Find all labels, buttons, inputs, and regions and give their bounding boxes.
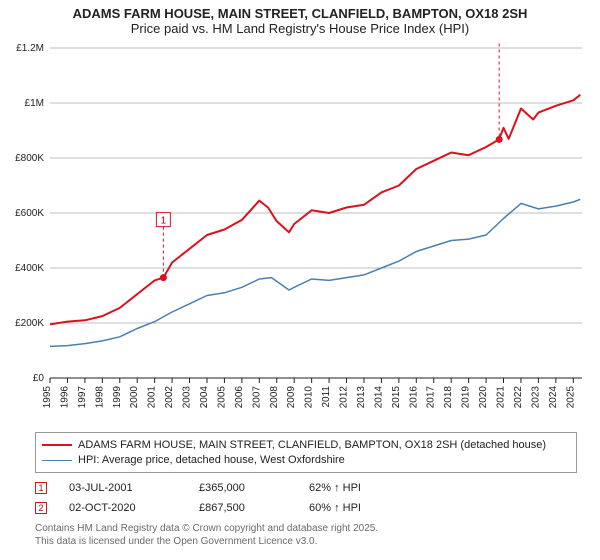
sale-marker-icon: 2	[35, 502, 47, 514]
legend-label: HPI: Average price, detached house, West…	[78, 453, 345, 467]
sales-table: 1 03-JUL-2001£365,00062% ↑ HPI 2 02-OCT-202…	[35, 478, 577, 518]
title-line-2: Price paid vs. HM Land Registry's House …	[0, 21, 600, 36]
sale-price: £365,000	[199, 478, 309, 498]
x-tick-label: 2001	[147, 386, 158, 409]
x-tick-label: 2009	[286, 386, 297, 409]
x-tick-label: 2011	[321, 386, 332, 408]
chart-area: £0 £200K £400K £600K £800K £1M £1.2M 1995 1996 19…	[0, 42, 600, 422]
y-tick-label: £800K	[15, 153, 44, 164]
y-tick-label: £600K	[15, 208, 44, 219]
legend-row: HPI: Average price, detached house, West…	[42, 453, 570, 467]
x-tick-label: 1997	[77, 386, 88, 409]
x-tick-label: 2024	[548, 386, 559, 409]
x-tick-label: 2016	[408, 386, 419, 409]
x-tick-label: 2013	[356, 386, 367, 409]
legend-row: ADAMS FARM HOUSE, MAIN STREET, CLANFIELD…	[42, 438, 570, 452]
sale-date: 02-OCT-2020	[69, 498, 199, 518]
y-tick-label: £1.2M	[16, 43, 44, 54]
series-subject	[50, 95, 580, 325]
footer: Contains HM Land Registry data © Crown c…	[35, 522, 378, 548]
x-tick-label: 2014	[373, 386, 384, 409]
x-tick-label: 1995	[42, 386, 53, 409]
x-tick-label: 2003	[182, 386, 193, 409]
x-tick-label: 2015	[391, 386, 402, 409]
sale-price: £867,500	[199, 498, 309, 518]
x-tick-label: 2008	[269, 386, 280, 409]
legend-swatch	[42, 460, 72, 461]
x-tick-label: 2000	[129, 386, 140, 409]
x-tick-label: 1998	[94, 386, 105, 409]
x-tick-label: 2007	[251, 386, 262, 409]
footer-line-1: Contains HM Land Registry data © Crown c…	[35, 522, 378, 535]
x-tick-label: 2004	[199, 386, 210, 409]
y-tick-label: £400K	[15, 263, 44, 274]
y-tick-label: £1M	[25, 98, 44, 109]
sale-marker-dot	[160, 274, 167, 281]
container: ADAMS FARM HOUSE, MAIN STREET, CLANFIELD…	[0, 0, 600, 560]
sale-row: 2 02-OCT-2020£867,50060% ↑ HPI	[35, 498, 577, 518]
x-tick-label: 1999	[112, 386, 123, 409]
x-tick-label: 2023	[530, 386, 541, 409]
sale-marker-number: 1	[161, 216, 167, 227]
x-tick-label: 2010	[304, 386, 315, 409]
x-tick-label: 2005	[216, 386, 227, 409]
x-tick-label: 2006	[234, 386, 245, 409]
chart-titles: ADAMS FARM HOUSE, MAIN STREET, CLANFIELD…	[0, 6, 600, 36]
footer-line-2: This data is licensed under the Open Gov…	[35, 535, 378, 548]
x-tick-label: 2012	[339, 386, 350, 409]
sale-marker-dot	[496, 136, 503, 143]
x-tick-label: 2002	[164, 386, 175, 409]
y-tick-label: £0	[33, 373, 45, 384]
x-tick-label: 1996	[59, 386, 70, 409]
chart-svg: £0 £200K £400K £600K £800K £1M £1.2M 1995 1996 19…	[0, 42, 600, 422]
legend-swatch	[42, 444, 72, 446]
sale-hpi: 62% ↑ HPI	[309, 478, 419, 498]
sale-hpi: 60% ↑ HPI	[309, 498, 419, 518]
x-tick-label: 2025	[565, 386, 576, 409]
sale-marker-icon: 1	[35, 482, 47, 494]
legend-label: ADAMS FARM HOUSE, MAIN STREET, CLANFIELD…	[78, 438, 546, 452]
series-hpi	[50, 199, 580, 346]
x-tick-label: 2022	[513, 386, 524, 409]
x-tick-label: 2019	[461, 386, 472, 409]
y-tick-label: £200K	[15, 318, 44, 329]
x-tick-label: 2021	[496, 386, 507, 409]
x-tick-label: 2017	[426, 386, 437, 409]
legend: ADAMS FARM HOUSE, MAIN STREET, CLANFIELD…	[35, 432, 577, 473]
sale-date: 03-JUL-2001	[69, 478, 199, 498]
x-tick-label: 2020	[478, 386, 489, 409]
sale-row: 1 03-JUL-2001£365,00062% ↑ HPI	[35, 478, 577, 498]
title-line-1: ADAMS FARM HOUSE, MAIN STREET, CLANFIELD…	[0, 6, 600, 21]
x-tick-label: 2018	[443, 386, 454, 409]
